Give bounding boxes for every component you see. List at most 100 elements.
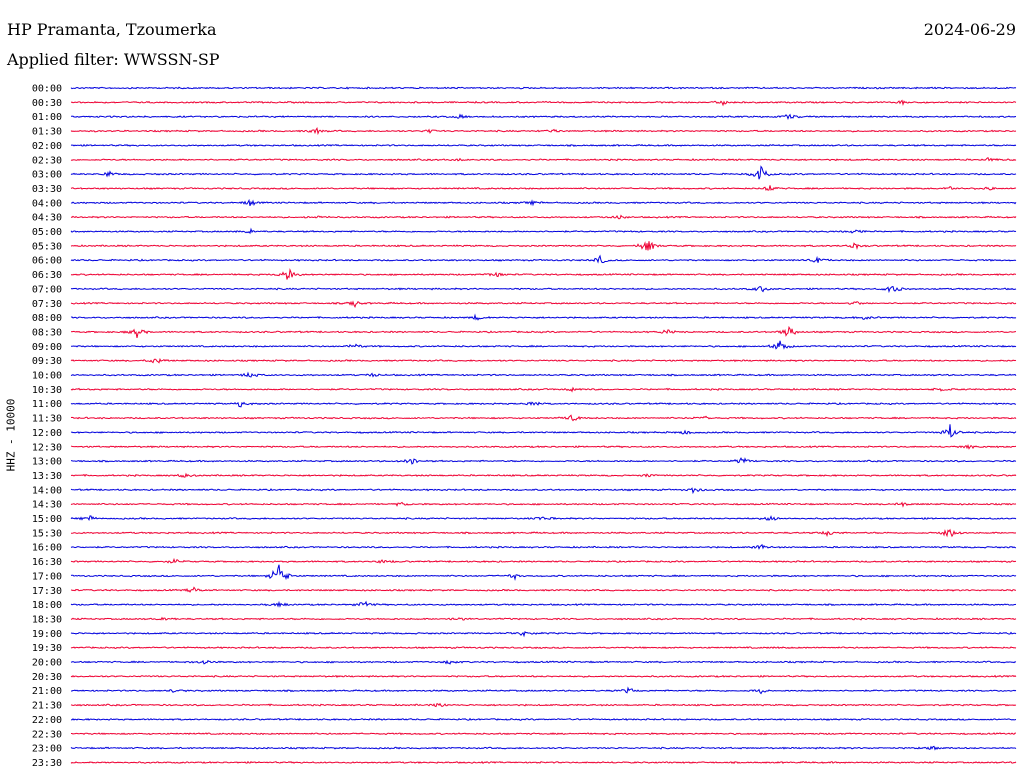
- time-tick-label: 14:30: [32, 500, 62, 511]
- time-tick-label: 03:30: [32, 184, 62, 195]
- time-tick-label: 06:00: [32, 256, 62, 267]
- trace-line: [70, 313, 1017, 321]
- trace-line: [70, 214, 1017, 220]
- trace-line: [70, 254, 1017, 264]
- time-tick-label: 07:30: [32, 299, 62, 310]
- time-tick-label: 07:00: [32, 284, 62, 295]
- trace-line: [70, 424, 1017, 438]
- trace-line: [70, 745, 1017, 751]
- trace-line: [70, 414, 1017, 422]
- time-tick-label: 18:00: [32, 600, 62, 611]
- trace-line: [70, 444, 1017, 450]
- trace-line: [70, 564, 1017, 581]
- trace-line: [70, 386, 1016, 393]
- trace-line: [70, 143, 1017, 147]
- trace-line: [70, 86, 1017, 90]
- trace-line: [70, 472, 1017, 478]
- time-tick-label: 19:30: [32, 643, 62, 654]
- trace-line: [70, 659, 1017, 665]
- time-tick-label: 15:00: [32, 514, 62, 525]
- time-tick-label: 16:00: [32, 543, 62, 554]
- time-tick-label: 00:30: [32, 98, 62, 109]
- trace-line: [71, 113, 1017, 121]
- time-tick-label: 21:30: [32, 701, 62, 712]
- date-label: 2024-06-29: [923, 20, 1016, 39]
- time-tick-label: 15:30: [32, 528, 62, 539]
- time-tick-label: 23:30: [32, 758, 62, 769]
- trace-line: [70, 357, 1017, 364]
- trace-line: [70, 631, 1017, 638]
- trace-line: [70, 156, 1017, 162]
- time-tick-label: 18:30: [32, 614, 62, 625]
- trace-line: [70, 702, 1017, 708]
- filter-label: Applied filter: WWSSN-SP: [7, 50, 220, 69]
- trace-line: [70, 586, 1016, 593]
- time-tick-label: 11:30: [32, 414, 62, 425]
- trace-line: [70, 300, 1017, 309]
- time-tick-label: 09:00: [32, 342, 62, 353]
- trace-line: [70, 543, 1017, 550]
- time-tick-label: 22:00: [32, 715, 62, 726]
- time-tick-label: 06:30: [32, 270, 62, 281]
- time-tick-label: 02:00: [32, 141, 62, 152]
- time-tick-label: 10:30: [32, 385, 62, 396]
- time-tick-label: 20:00: [32, 658, 62, 669]
- time-tick-label: 17:00: [32, 571, 62, 582]
- time-tick-label: 12:00: [32, 428, 62, 439]
- trace-line: [70, 760, 1017, 765]
- trace-line: [70, 487, 1017, 495]
- time-tick-label: 10:00: [32, 371, 62, 382]
- time-tick-label: 05:00: [32, 227, 62, 238]
- trace-line: [70, 198, 1017, 207]
- time-tick-label: 14:00: [32, 485, 62, 496]
- trace-line: [70, 600, 1017, 608]
- time-tick-label: 04:30: [32, 213, 62, 224]
- trace-line: [70, 227, 1017, 235]
- trace-line: [71, 686, 1017, 695]
- trace-line: [70, 515, 1017, 522]
- trace-line: [70, 99, 1017, 107]
- time-tick-label: 11:00: [32, 399, 62, 410]
- trace-line: [71, 528, 1017, 538]
- time-tick-label: 13:30: [32, 471, 62, 482]
- time-tick-label: 22:30: [32, 729, 62, 740]
- time-tick-label: 09:30: [32, 356, 62, 367]
- trace-line: [70, 501, 1017, 508]
- time-tick-label: 05:30: [32, 241, 62, 252]
- time-tick-label: 01:30: [32, 127, 62, 138]
- time-tick-label: 08:30: [32, 327, 62, 338]
- time-tick-label: 23:00: [32, 744, 62, 755]
- trace-line: [70, 185, 1017, 192]
- trace-line: [70, 340, 1017, 350]
- time-tick-label: 03:00: [32, 170, 62, 181]
- trace-line: [70, 371, 1017, 378]
- trace-line: [70, 286, 1017, 294]
- trace-line: [70, 401, 1017, 408]
- trace-line: [70, 674, 1017, 678]
- trace-line: [70, 646, 1017, 650]
- trace-line: [70, 165, 1017, 180]
- trace-line: [70, 268, 1016, 280]
- trace-line: [70, 457, 1017, 465]
- time-tick-label: 04:00: [32, 198, 62, 209]
- trace-line: [71, 732, 1016, 736]
- station-title: HP Pramanta, Tzoumerka: [7, 20, 217, 39]
- time-tick-label: 12:30: [32, 442, 62, 453]
- time-tick-label: 13:00: [32, 457, 62, 468]
- trace-line: [70, 557, 1017, 564]
- trace-line: [70, 241, 1017, 251]
- trace-line: [70, 717, 1017, 721]
- time-tick-label: 08:00: [32, 313, 62, 324]
- time-tick-label: 20:30: [32, 672, 62, 683]
- time-tick-label: 01:00: [32, 112, 62, 123]
- time-tick-label: 19:00: [32, 629, 62, 640]
- trace-line: [70, 325, 1016, 339]
- time-tick-label: 16:30: [32, 557, 62, 568]
- time-tick-label: 17:30: [32, 586, 62, 597]
- trace-line: [70, 127, 1017, 136]
- time-tick-label: 21:00: [32, 686, 62, 697]
- trace-line: [70, 616, 1017, 621]
- time-tick-label: 00:00: [32, 84, 62, 95]
- time-tick-label: 02:30: [32, 155, 62, 166]
